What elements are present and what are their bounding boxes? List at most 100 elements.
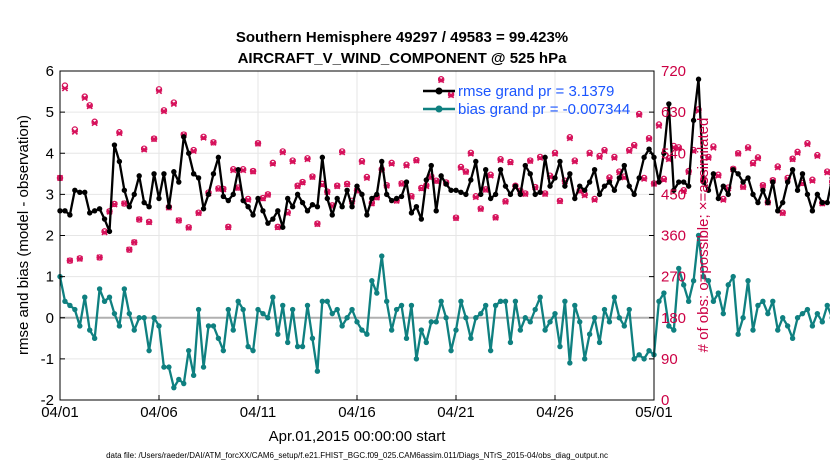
x-axis-label: Apr.01,2015 00:00:00 start	[269, 428, 447, 445]
bias-point	[196, 307, 201, 312]
rmse-point	[231, 192, 236, 197]
bias-point	[567, 360, 572, 365]
bias-point	[211, 323, 216, 328]
rmse-point	[755, 200, 760, 205]
rmse-point	[72, 188, 77, 193]
rmse-point	[221, 194, 226, 199]
bias-point	[300, 344, 305, 349]
rmse-point	[458, 190, 463, 195]
rmse-point	[785, 179, 790, 184]
x-tick-label: 04/16	[338, 404, 376, 421]
rmse-point	[463, 192, 468, 197]
bias-point	[572, 303, 577, 308]
rmse-point	[681, 179, 686, 184]
bias-point	[661, 290, 666, 295]
bias-point	[330, 311, 335, 316]
rmse-point	[503, 183, 508, 188]
bias-point	[478, 311, 483, 316]
rmse-point	[716, 196, 721, 201]
rmse-point	[438, 173, 443, 178]
rmse-point	[404, 179, 409, 184]
bias-point	[557, 344, 562, 349]
bias-point	[201, 364, 206, 369]
bias-point	[384, 299, 389, 304]
rmse-point	[567, 171, 572, 176]
y-tick-label-right: 270	[661, 269, 686, 286]
rmse-point	[107, 229, 112, 234]
rmse-point	[493, 192, 498, 197]
rmse-point	[656, 179, 661, 184]
rmse-point	[434, 208, 439, 213]
rmse-point	[810, 208, 815, 213]
bias-point	[686, 299, 691, 304]
bias-point	[394, 307, 399, 312]
bias-point	[533, 307, 538, 312]
bias-point	[607, 319, 612, 324]
bias-point	[825, 303, 830, 308]
bias-point	[245, 344, 250, 349]
x-tick-label: 04/21	[437, 404, 475, 421]
y-tick-label-left: 6	[46, 63, 54, 80]
bias-point	[617, 315, 622, 320]
x-tick-label: 04/01	[41, 404, 79, 421]
bias-point	[547, 319, 552, 324]
legend: rmse grand pr = 3.1379 bias grand pr = -…	[418, 81, 654, 121]
rmse-point	[641, 155, 646, 160]
bias-point	[775, 327, 780, 332]
rmse-point	[557, 159, 562, 164]
bias-point	[473, 315, 478, 320]
bias-point	[434, 319, 439, 324]
rmse-point	[166, 204, 171, 209]
bias-point	[92, 336, 97, 341]
bias-point	[448, 348, 453, 353]
bias-point	[344, 315, 349, 320]
rmse-point	[572, 196, 577, 201]
bias-point	[117, 323, 122, 328]
bias-point	[181, 381, 186, 386]
bias-point	[597, 340, 602, 345]
rmse-point	[186, 151, 191, 156]
rmse-point	[339, 204, 344, 209]
rmse-point	[523, 163, 528, 168]
rmse-point	[419, 216, 424, 221]
legend-bias-label: bias grand pr = -0.007344	[458, 101, 630, 118]
bias-point	[250, 348, 255, 353]
bias-point	[379, 253, 384, 258]
rmse-point	[686, 183, 691, 188]
rmse-point	[552, 175, 557, 180]
rmse-point	[310, 202, 315, 207]
bias-point	[280, 303, 285, 308]
bias-point	[755, 303, 760, 308]
rmse-point	[478, 192, 483, 197]
y-tick-label-right: 360	[661, 228, 686, 245]
rmse-point	[216, 155, 221, 160]
rmse-point	[260, 208, 265, 213]
rmse-point	[696, 77, 701, 82]
y-tick-label-right: 540	[661, 145, 686, 162]
rmse-point	[542, 155, 547, 160]
bias-point	[443, 315, 448, 320]
bias-point	[369, 278, 374, 283]
bias-point	[270, 294, 275, 299]
bias-point	[508, 340, 513, 345]
bias-point	[760, 299, 765, 304]
rmse-point	[132, 192, 137, 197]
rmse-point	[236, 167, 241, 172]
rmse-point	[394, 196, 399, 201]
bias-point	[592, 315, 597, 320]
bias-point	[518, 327, 523, 332]
rmse-point	[815, 192, 820, 197]
bias-point	[285, 340, 290, 345]
rmse-point	[740, 179, 745, 184]
bias-point	[364, 332, 369, 337]
rmse-point	[533, 192, 538, 197]
bias-point	[374, 290, 379, 295]
rmse-point	[265, 220, 270, 225]
rmse-point	[141, 200, 146, 205]
bias-point	[151, 315, 156, 320]
rmse-point	[735, 171, 740, 176]
bias-point	[562, 299, 567, 304]
rmse-point	[92, 208, 97, 213]
rmse-point	[537, 190, 542, 195]
rmse-point	[632, 192, 637, 197]
